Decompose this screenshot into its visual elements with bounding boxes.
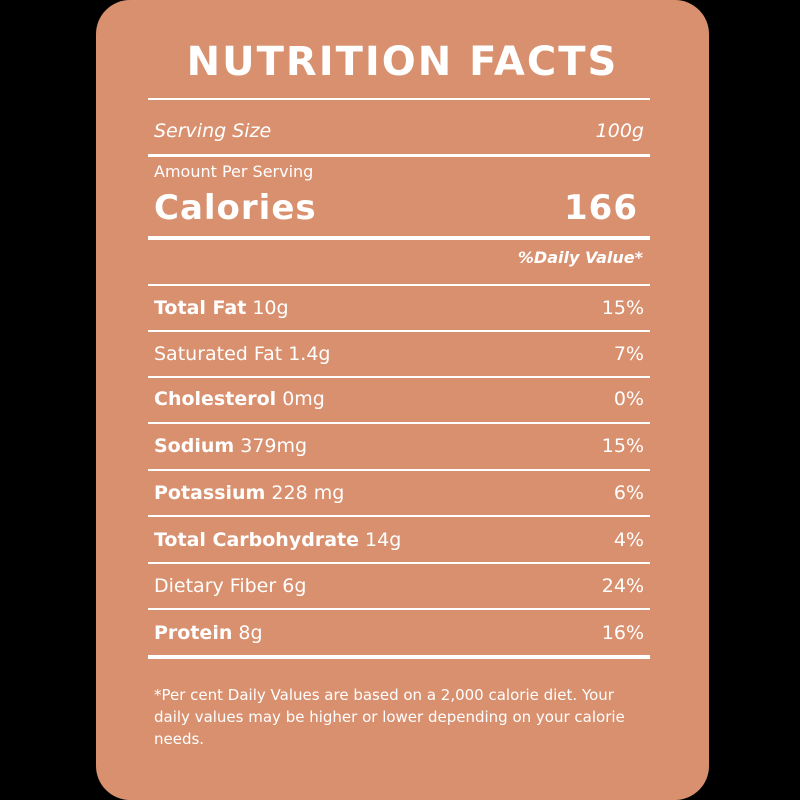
nutrient-row-protein: Protein 8g 16% [154,618,644,648]
nutrient-dv: 16% [601,622,644,644]
nutrient-amount: 10g [252,297,289,319]
nutrition-title: NUTRITION FACTS [186,39,619,85]
nutrient-name: Protein [154,622,233,644]
nutrient-name: Potassium [154,482,266,504]
nutrient-row-total-fat: Total Fat 10g 15% [154,293,644,323]
divider [148,98,650,100]
divider [148,154,650,157]
nutrient-dv: 15% [601,297,644,319]
divider-thick [148,655,650,659]
nutrient-amount: 1.4g [288,343,331,365]
nutrient-name: Dietary Fiber [154,575,277,597]
nutrient-row-dietary-fiber: Dietary Fiber 6g 24% [154,571,644,601]
nutrient-name: Total Fat [154,297,247,319]
nutrient-amount: 14g [365,529,402,551]
divider [148,422,650,424]
nutrient-name: Sodium [154,435,235,457]
divider [148,284,650,286]
divider [148,469,650,471]
nutrient-row-saturated-fat: Saturated Fat 1.4g 7% [154,339,644,369]
nutrient-row-sodium: Sodium 379mg 15% [154,431,644,461]
footnote: *Per cent Daily Values are based on a 2,… [154,686,625,748]
nutrient-dv: 4% [613,529,644,551]
serving-size-row: Serving Size 100g [154,116,644,146]
calories-value: 166 [564,188,638,228]
nutrient-dv: 24% [601,575,644,597]
nutrient-dv: 6% [613,482,644,504]
calories-label: Calories [154,188,317,228]
nutrient-row-total-carbohydrate: Total Carbohydrate 14g 4% [154,525,644,555]
nutrient-amount: 379mg [240,435,308,457]
serving-size-value: 100g [595,120,644,142]
nutrient-dv: 7% [613,343,644,365]
nutrient-dv: 0% [613,388,644,410]
nutrient-name: Saturated Fat [154,343,283,365]
nutrient-amount: 0mg [282,388,325,410]
daily-value-header: %Daily Value* [517,248,643,267]
divider [148,330,650,332]
serving-size-label: Serving Size [154,120,272,142]
amount-per-serving-label: Amount Per Serving [154,162,314,181]
nutrient-amount: 8g [238,622,263,644]
nutrient-name: Total Carbohydrate [154,529,359,551]
nutrient-dv: 15% [601,435,644,457]
nutrient-name: Cholesterol [154,388,277,410]
divider [148,515,650,517]
divider [148,562,650,564]
divider [148,376,650,378]
nutrition-facts-card: NUTRITION FACTS Serving Size 100g Amount… [96,0,709,800]
divider-thick [148,236,650,240]
divider [148,608,650,610]
nutrient-amount: 6g [282,575,307,597]
calories-row: Calories 166 [154,188,638,228]
nutrient-amount: 228 mg [271,482,345,504]
nutrient-row-cholesterol: Cholesterol 0mg 0% [154,384,644,414]
nutrient-row-potassium: Potassium 228 mg 6% [154,478,644,508]
